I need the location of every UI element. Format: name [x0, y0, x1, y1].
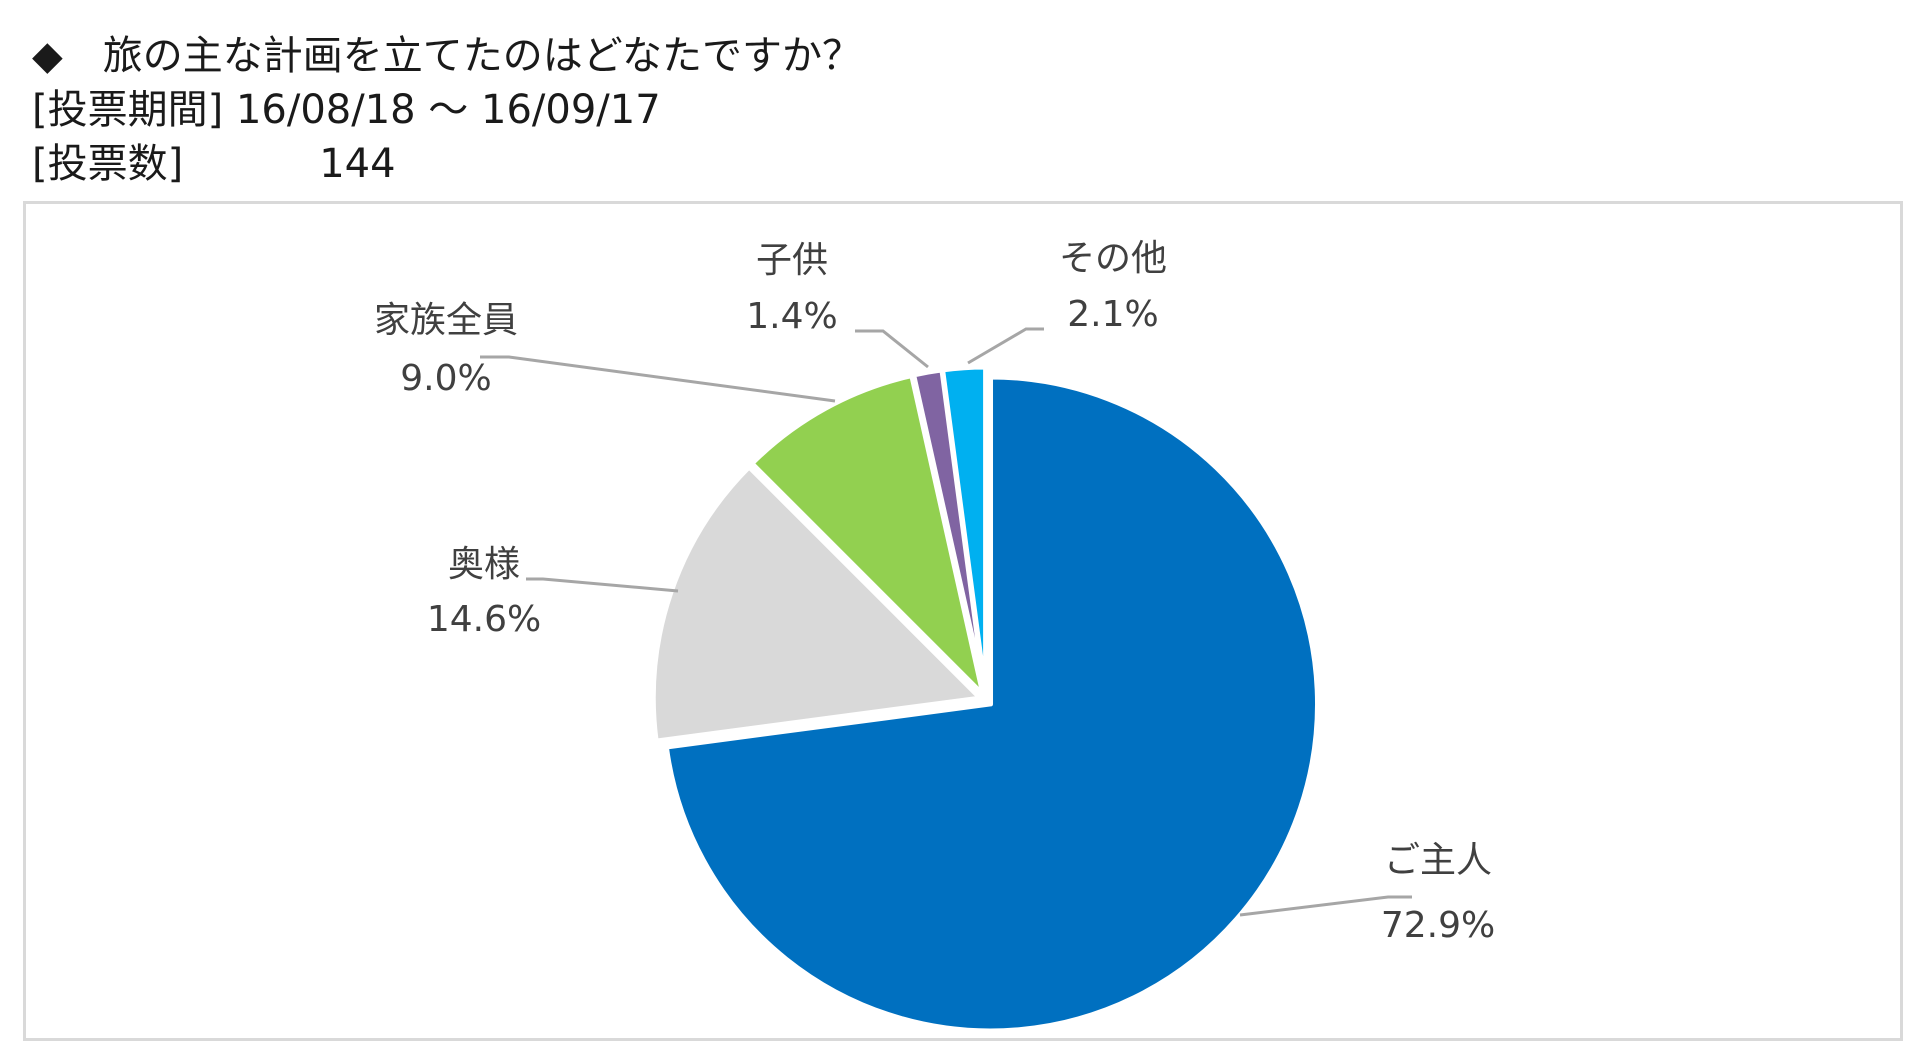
pie-slice-2: [650, 464, 983, 744]
slice-label-3: 家族全員: [374, 300, 518, 341]
slice-label-4: 子供: [756, 240, 828, 281]
votes-value: 144: [319, 141, 396, 187]
vote-count: [投票数] 144: [32, 144, 396, 184]
slice-label-5: その他: [1059, 238, 1167, 279]
voting-period: [投票期間] 16/08/18 ～ 16/09/17: [32, 90, 661, 130]
pie-slice-1: [663, 374, 1320, 1034]
votes-label: [投票数]: [32, 141, 184, 187]
slice-value-1: 72.9%: [1381, 905, 1495, 946]
leader-line-5: [967, 327, 1044, 365]
slice-value-2: 14.6%: [427, 599, 541, 640]
slice-label-2: 奥様: [448, 544, 520, 585]
leader-line-2: [526, 577, 679, 593]
pie-slice-3: [749, 373, 986, 698]
slice-value-4: 1.4%: [746, 296, 837, 337]
leader-line-1: [1239, 895, 1412, 917]
slice-value-3: 9.0%: [400, 358, 491, 399]
question-title: ◆ 旅の主な計画を立てたのはどなたですか？: [32, 33, 862, 79]
pie-slice-5: [940, 364, 989, 697]
leader-line-4: [855, 329, 929, 369]
period-value: 16/08/18 ～ 16/09/17: [235, 87, 661, 133]
slice-label-1: ご主人: [1384, 840, 1492, 881]
chart-area: ご主人 72.9% 奥様 14.6% 家族全員 9.0% 子供 1.4% その他 2.1%: [23, 201, 1903, 1041]
leader-line-3: [480, 355, 836, 403]
pie-chart: ご主人 72.9% 奥様 14.6% 家族全員 9.0% 子供 1.4% その他 2.1%: [374, 238, 1495, 1034]
period-label: [投票期間]: [32, 87, 224, 133]
slice-value-5: 2.1%: [1067, 294, 1158, 335]
